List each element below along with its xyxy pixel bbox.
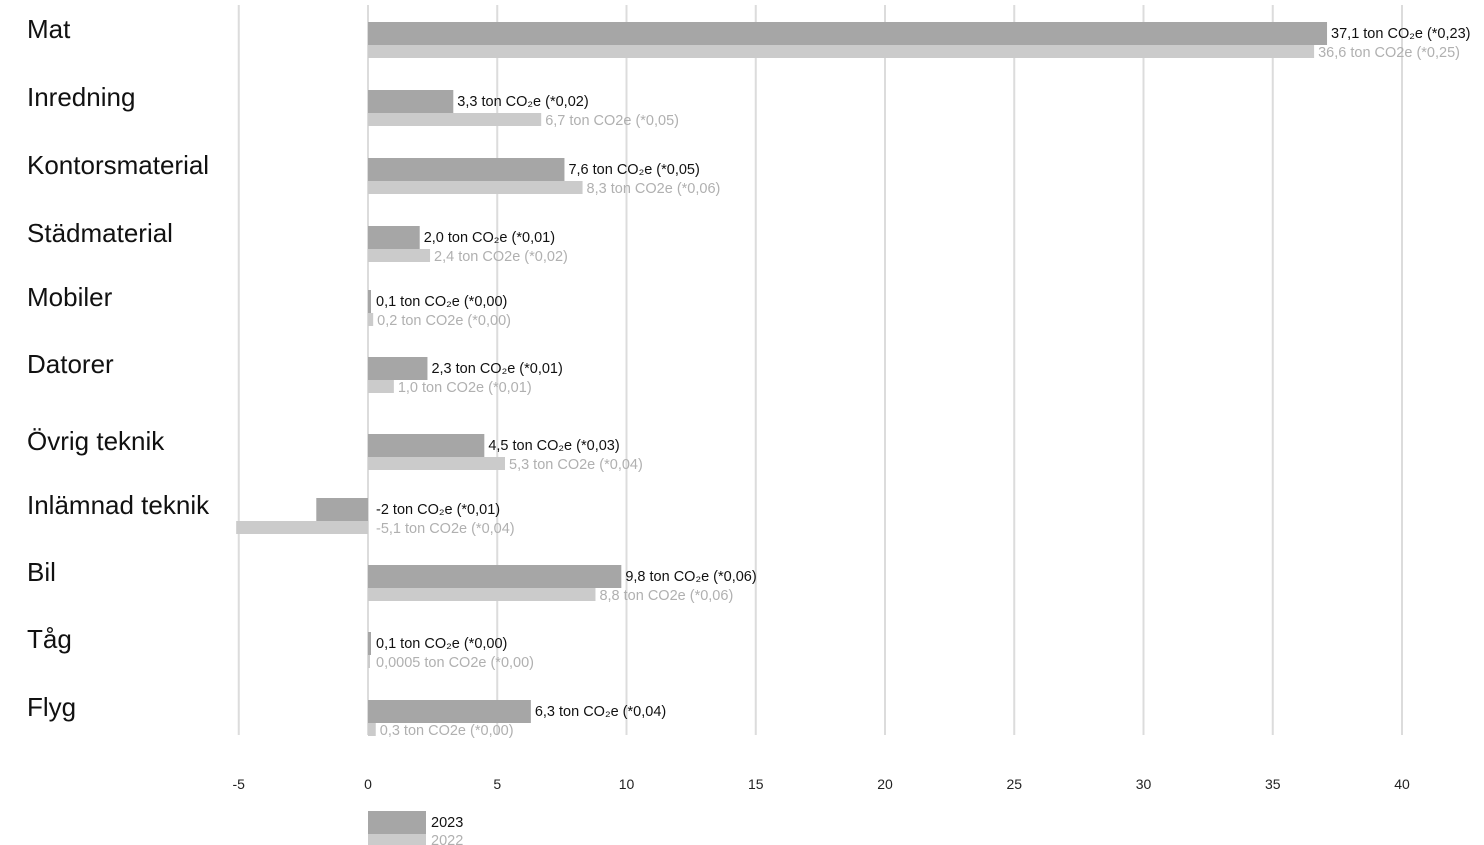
x-tick-label: -5 <box>233 776 246 792</box>
data-label-2023: -2 ton CO₂e (*0,01) <box>376 502 500 518</box>
data-label-2023: 37,1 ton CO₂e (*0,23) <box>1331 26 1470 42</box>
bar-2022 <box>368 655 370 668</box>
x-tick-label: 25 <box>1006 776 1022 792</box>
data-label-2023: 7,6 ton CO₂e (*0,05) <box>568 162 699 178</box>
data-label-2023: 3,3 ton CO₂e (*0,02) <box>457 94 588 110</box>
x-tick-label: 30 <box>1136 776 1152 792</box>
category-label: Mat <box>27 14 71 44</box>
category-label: Bil <box>27 557 56 587</box>
data-label-2022: 6,7 ton CO2e (*0,05) <box>545 113 679 129</box>
category-label: Inlämnad teknik <box>27 490 210 520</box>
data-label-2022: 2,4 ton CO2e (*0,02) <box>434 249 568 265</box>
x-tick-label: 40 <box>1394 776 1410 792</box>
bar-2022 <box>368 45 1315 58</box>
data-label-2023: 2,3 ton CO₂e (*0,01) <box>431 361 562 377</box>
bar-2023 <box>368 565 622 588</box>
data-label-2022: 1,0 ton CO2e (*0,01) <box>398 380 532 396</box>
bar-2022 <box>368 181 583 194</box>
bar-2023 <box>368 90 454 113</box>
category-label: Kontorsmaterial <box>27 150 209 180</box>
data-label-2022: 0,0005 ton CO2e (*0,00) <box>376 655 534 671</box>
data-label-2023: 4,5 ton CO₂e (*0,03) <box>488 438 619 454</box>
bars <box>236 22 1328 736</box>
x-tick-label: 0 <box>364 776 372 792</box>
bar-2023 <box>368 22 1328 45</box>
data-label-2022: 5,3 ton CO2e (*0,04) <box>509 457 643 473</box>
bar-2023 <box>368 158 565 181</box>
data-labels: 37,1 ton CO₂e (*0,23) 36,6 ton CO2e (*0,2… <box>376 26 1470 739</box>
category-label: Tåg <box>27 624 72 654</box>
bar-2023 <box>368 434 485 457</box>
x-tick-label: 10 <box>619 776 635 792</box>
bar-2022 <box>368 313 374 326</box>
legend: 2023 2022 <box>368 811 463 845</box>
data-label-2023: 9,8 ton CO₂e (*0,06) <box>625 569 756 585</box>
data-label-2022: 0,3 ton CO2e (*0,00) <box>380 723 514 739</box>
data-label-2022: 8,3 ton CO2e (*0,06) <box>587 181 721 197</box>
data-label-2023: 0,1 ton CO₂e (*0,00) <box>376 636 507 652</box>
grid-lines <box>237 5 1403 735</box>
bar-2023 <box>316 498 368 521</box>
bar-2022 <box>368 588 596 601</box>
category-label: Övrig teknik <box>27 426 165 456</box>
data-label-2022: 0,2 ton CO2e (*0,00) <box>377 313 511 329</box>
category-label: Mobiler <box>27 282 113 312</box>
bar-2022 <box>368 723 376 736</box>
x-tick-label: 15 <box>748 776 764 792</box>
legend-swatch-2023 <box>368 811 426 834</box>
bar-2022 <box>236 521 368 534</box>
bar-2023 <box>368 357 428 380</box>
bar-2023 <box>368 290 371 313</box>
data-label-2023: 0,1 ton CO₂e (*0,00) <box>376 294 507 310</box>
x-tick-label: 35 <box>1265 776 1281 792</box>
data-label-2022: 36,6 ton CO2e (*0,25) <box>1318 45 1460 61</box>
x-tick-label: 5 <box>493 776 501 792</box>
category-label: Städmaterial <box>27 218 173 248</box>
x-tick-label: 20 <box>877 776 893 792</box>
data-label-2022: 8,8 ton CO2e (*0,06) <box>599 588 733 604</box>
bar-2022 <box>368 380 394 393</box>
legend-label-2023: 2023 <box>431 815 463 831</box>
x-tick-labels: -5 0 5 10 15 20 25 30 35 40 <box>233 776 1410 792</box>
legend-swatch-2022 <box>368 834 426 845</box>
bar-2022 <box>368 113 542 126</box>
data-label-2022: -5,1 ton CO2e (*0,04) <box>376 521 515 537</box>
category-labels: Mat Inredning Kontorsmaterial Städmaterial M… <box>27 14 210 722</box>
bar-2023 <box>368 700 531 723</box>
data-label-2023: 6,3 ton CO₂e (*0,04) <box>535 704 666 720</box>
category-label: Inredning <box>27 82 135 112</box>
bar-2022 <box>368 249 431 262</box>
data-label-2023: 2,0 ton CO₂e (*0,01) <box>424 230 555 246</box>
legend-label-2022: 2022 <box>431 833 463 845</box>
category-label: Flyg <box>27 692 76 722</box>
category-label: Datorer <box>27 349 114 379</box>
bar-2022 <box>368 457 506 470</box>
bar-2023 <box>368 226 420 249</box>
bar-2023 <box>368 632 371 655</box>
